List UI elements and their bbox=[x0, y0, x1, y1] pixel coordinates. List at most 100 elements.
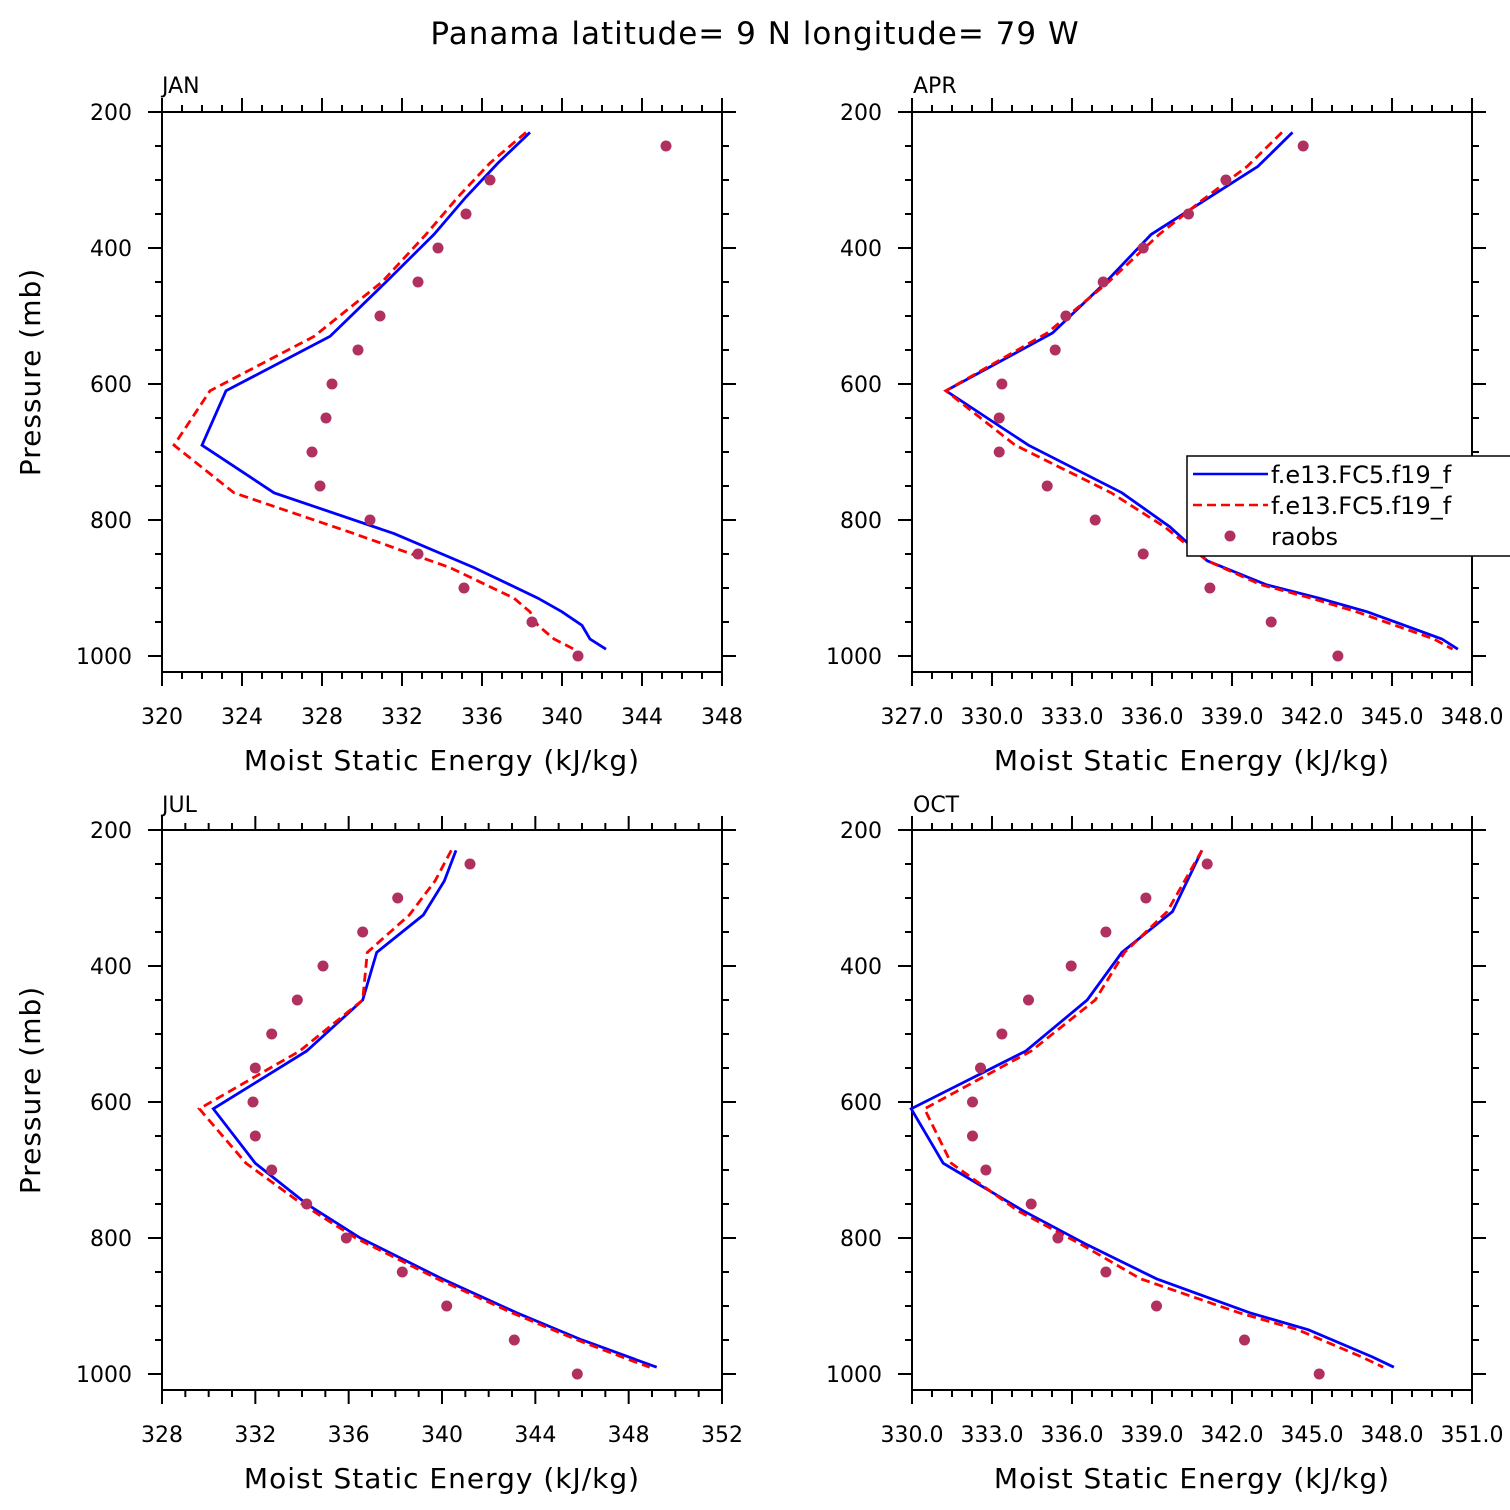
raobs-point bbox=[392, 892, 404, 904]
y-tick-label: 1000 bbox=[826, 1363, 882, 1388]
x-tick-label: 327.0 bbox=[881, 705, 944, 730]
y-tick-label: 200 bbox=[840, 819, 882, 844]
raobs-point bbox=[1089, 514, 1101, 526]
legend-label-model-2: f.e13.FC5.f19_f bbox=[1271, 492, 1452, 520]
raobs-point bbox=[301, 1198, 313, 1210]
figure-title: Panama latitude= 9 N longitude= 79 W bbox=[430, 16, 1079, 52]
raobs-point bbox=[1204, 582, 1216, 594]
plot-frame bbox=[911, 829, 1473, 1391]
raobs-point bbox=[1151, 1300, 1162, 1312]
raobs-point bbox=[508, 1334, 520, 1346]
x-tick-label: 333.0 bbox=[961, 1423, 1024, 1448]
raobs-point bbox=[967, 1096, 978, 1108]
raobs-point bbox=[458, 582, 470, 594]
raobs-point bbox=[660, 140, 672, 152]
series-model-1-line bbox=[211, 849, 658, 1369]
raobs-point bbox=[993, 446, 1005, 458]
raobs-point bbox=[374, 310, 386, 322]
raobs-point bbox=[396, 1266, 408, 1278]
x-tick-label: 336.0 bbox=[1041, 1423, 1104, 1448]
panel-apr: APR 200 400 600 800 1000 327.0 330.0 333.0 336.0… bbox=[826, 74, 1503, 777]
y-tick-label: 600 bbox=[840, 373, 882, 398]
series-model-2-line bbox=[197, 849, 651, 1369]
x-tick-label: 330.0 bbox=[881, 1423, 944, 1448]
raobs-point bbox=[1023, 994, 1034, 1006]
legend-label-model-1: f.e13.FC5.f19_f bbox=[1271, 461, 1452, 489]
raobs-point bbox=[1313, 1368, 1325, 1380]
raobs-point bbox=[247, 1096, 259, 1108]
raobs-point bbox=[314, 480, 326, 492]
y-tick-label: 800 bbox=[840, 509, 882, 534]
raobs-point bbox=[1140, 892, 1152, 904]
panel-label: JUL bbox=[160, 793, 198, 818]
plot-frame bbox=[161, 111, 723, 673]
raobs-point bbox=[975, 1062, 986, 1074]
raobs-point bbox=[320, 412, 332, 424]
x-tick-label: 342.0 bbox=[1281, 705, 1344, 730]
raobs-point bbox=[326, 378, 338, 390]
legend-label-raobs: raobs bbox=[1271, 523, 1338, 551]
y-tick-label: 200 bbox=[840, 101, 882, 126]
x-tick-label: 328 bbox=[301, 705, 343, 730]
raobs-point bbox=[460, 208, 472, 220]
x-tick-label: 340 bbox=[541, 705, 583, 730]
raobs-point bbox=[412, 276, 424, 288]
x-axis-label: Moist Static Energy (kJ/kg) bbox=[244, 744, 640, 777]
panel-label: APR bbox=[913, 74, 957, 99]
raobs-point bbox=[1049, 344, 1061, 356]
raobs-point bbox=[464, 858, 476, 870]
raobs-point bbox=[1100, 1266, 1112, 1278]
x-tick-label: 339.0 bbox=[1121, 1423, 1184, 1448]
raobs-point bbox=[996, 378, 1008, 390]
raobs-point bbox=[1060, 310, 1072, 322]
raobs-point bbox=[1137, 548, 1149, 560]
panel-oct: OCT 200 400 600 800 1000 330.0 333.0 336.0 339.0… bbox=[826, 793, 1503, 1495]
raobs-point bbox=[249, 1130, 261, 1142]
series-model-1-line bbox=[943, 131, 1459, 651]
x-tick-label: 344 bbox=[621, 705, 663, 730]
y-tick-label: 200 bbox=[90, 819, 132, 844]
raobs-point bbox=[1332, 650, 1344, 662]
raobs-point bbox=[266, 1164, 278, 1176]
x-axis-label: Moist Static Energy (kJ/kg) bbox=[994, 1462, 1390, 1495]
panel-jul: JUL 200 400 600 800 1000 328 332 336 340 344 348 35… bbox=[14, 793, 743, 1495]
y-tick-label: 800 bbox=[840, 1227, 882, 1252]
raobs-point bbox=[1025, 1198, 1037, 1210]
x-axis-label: Moist Static Energy (kJ/kg) bbox=[994, 744, 1390, 777]
y-tick-label: 600 bbox=[90, 373, 132, 398]
x-tick-label: 328 bbox=[141, 1423, 183, 1448]
x-tick-label: 340 bbox=[421, 1423, 463, 1448]
series-model-2-line bbox=[172, 131, 575, 651]
x-tick-label: 348.0 bbox=[1361, 1423, 1424, 1448]
x-tick-label: 336.0 bbox=[1121, 705, 1184, 730]
y-axis-label: Pressure (mb) bbox=[14, 986, 47, 1194]
raobs-point bbox=[980, 1164, 992, 1176]
raobs-point bbox=[306, 446, 318, 458]
x-tick-label: 339.0 bbox=[1201, 705, 1264, 730]
x-tick-label: 320 bbox=[141, 705, 183, 730]
series-model-2-line bbox=[943, 131, 1454, 651]
x-tick-label: 348.0 bbox=[1441, 705, 1504, 730]
raobs-point bbox=[993, 412, 1005, 424]
raobs-point bbox=[572, 650, 584, 662]
raobs-point bbox=[1097, 276, 1109, 288]
x-tick-label: 332 bbox=[234, 1423, 276, 1448]
y-tick-label: 200 bbox=[90, 101, 132, 126]
raobs-point bbox=[340, 1232, 352, 1244]
panel-label: JAN bbox=[160, 74, 200, 99]
raobs-point bbox=[996, 1028, 1008, 1040]
series-model-1-line bbox=[909, 849, 1395, 1369]
raobs-point bbox=[357, 926, 369, 938]
x-tick-label: 345.0 bbox=[1281, 1423, 1344, 1448]
legend-marker-raobs bbox=[1224, 530, 1236, 542]
raobs-point bbox=[1100, 926, 1112, 938]
x-tick-label: 333.0 bbox=[1041, 705, 1104, 730]
y-axis-label: Pressure (mb) bbox=[14, 268, 47, 476]
raobs-point bbox=[291, 994, 303, 1006]
raobs-point bbox=[1183, 208, 1194, 220]
panel-jan: JAN 200 400 600 800 1000 320 324 328 332 336 340 34… bbox=[14, 74, 743, 777]
y-tick-label: 1000 bbox=[76, 1363, 132, 1388]
raobs-point bbox=[484, 174, 496, 186]
raobs-point bbox=[352, 344, 364, 356]
